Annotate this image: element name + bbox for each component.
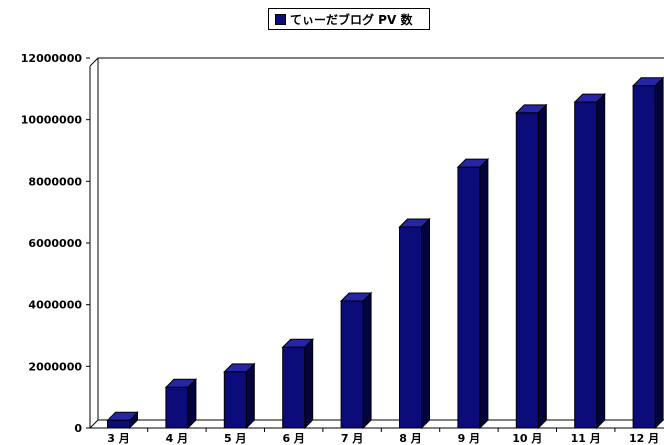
x-tick-label: 10 月 <box>512 432 542 445</box>
x-tick-label: 3 月 <box>107 432 129 445</box>
x-tick-label: 5 月 <box>224 432 246 445</box>
x-tick-label: 11 月 <box>571 432 601 445</box>
x-tick-label: 9 月 <box>458 432 480 445</box>
y-tick-label: 10000000 <box>21 114 83 127</box>
bar <box>399 226 422 429</box>
bar-side <box>362 291 372 430</box>
bar-side <box>479 157 489 430</box>
bar-side <box>304 338 314 430</box>
bar <box>574 101 598 429</box>
bar-side <box>654 76 664 430</box>
plot-corner-edge <box>89 57 99 67</box>
bar <box>107 419 130 429</box>
floor-edge <box>89 419 99 429</box>
bar <box>165 386 189 429</box>
x-tick-label: 6 月 <box>282 432 304 445</box>
x-tick-label: 7 月 <box>341 432 363 445</box>
bar-side <box>245 362 255 430</box>
y-tick-label: 12000000 <box>21 52 83 65</box>
bar <box>515 112 539 429</box>
y-tick-label: 0 <box>74 422 82 435</box>
y-tick-label: 8000000 <box>28 175 82 188</box>
bar <box>632 85 656 429</box>
legend-label: てぃーだブログ PV 数 <box>290 12 413 27</box>
y-tick-label: 6000000 <box>28 237 82 250</box>
bar <box>223 371 247 429</box>
y-tick-label: 2000000 <box>28 360 82 373</box>
bar <box>282 346 306 429</box>
x-tick-label: 4 月 <box>166 432 188 445</box>
legend: てぃーだブログ PV 数 <box>268 8 430 30</box>
bar <box>340 300 364 429</box>
bar <box>457 166 481 429</box>
bar-side <box>421 217 430 430</box>
bar-side <box>537 103 547 430</box>
x-tick-label: 8 月 <box>399 432 421 445</box>
x-tick-label: 12 月 <box>629 432 659 445</box>
legend-swatch <box>275 13 286 25</box>
y-tick-label: 4000000 <box>28 299 82 312</box>
bar-side <box>596 92 606 430</box>
